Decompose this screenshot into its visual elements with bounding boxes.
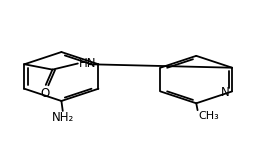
Text: HN: HN — [79, 57, 97, 70]
Text: N: N — [221, 86, 230, 99]
Text: O: O — [40, 87, 50, 100]
Text: CH₃: CH₃ — [198, 111, 219, 121]
Text: NH₂: NH₂ — [52, 111, 74, 124]
